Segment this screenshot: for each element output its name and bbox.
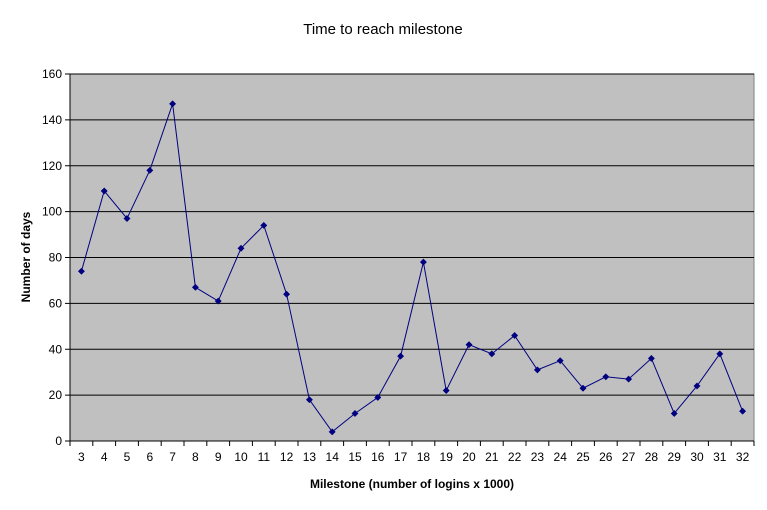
x-tick-label: 9 <box>215 450 222 464</box>
data-point <box>419 258 427 266</box>
y-tick-label: 140 <box>42 113 62 127</box>
x-tick-label: 15 <box>348 450 362 464</box>
data-point <box>237 244 245 252</box>
data-point <box>579 384 587 392</box>
x-tick-label: 18 <box>417 450 431 464</box>
x-tick-label: 4 <box>101 450 108 464</box>
x-tick-label: 24 <box>554 450 568 464</box>
data-point <box>716 350 724 358</box>
data-point <box>169 100 177 108</box>
y-tick-label: 120 <box>42 159 62 173</box>
y-tick-label: 80 <box>49 251 63 265</box>
x-tick-label: 32 <box>736 450 750 464</box>
x-tick-label: 20 <box>462 450 476 464</box>
x-tick-label: 23 <box>531 450 545 464</box>
x-tick-label: 13 <box>303 450 317 464</box>
data-point <box>260 221 268 229</box>
y-tick-label: 60 <box>49 296 63 310</box>
data-point <box>123 214 131 223</box>
data-point <box>77 267 85 275</box>
data-point <box>533 366 541 374</box>
x-axis-label: Milestone (number of logins x 1000) <box>310 477 514 491</box>
data-point <box>739 407 747 415</box>
data-point <box>625 375 633 383</box>
gridlines <box>70 73 754 396</box>
x-tick-label: 25 <box>576 450 590 464</box>
data-point <box>670 409 678 418</box>
data-point <box>146 166 154 174</box>
data-point <box>351 409 359 418</box>
data-point <box>442 386 450 395</box>
data-point <box>191 283 199 291</box>
data-point <box>602 373 610 381</box>
x-tick-label: 22 <box>508 450 522 464</box>
x-tick-label: 6 <box>146 450 153 464</box>
data-point <box>465 341 473 349</box>
data-point <box>693 382 701 390</box>
x-tick-label: 27 <box>622 450 636 464</box>
x-tick-label: 17 <box>394 450 408 464</box>
y-tick-label: 40 <box>49 342 63 356</box>
x-tick-label: 11 <box>258 450 271 464</box>
x-tick-label: 29 <box>668 450 682 464</box>
y-axis-label: Number of days <box>19 211 33 302</box>
x-tick-label: 3 <box>78 450 85 464</box>
data-point <box>214 297 222 305</box>
data-point <box>328 428 336 436</box>
x-tick-label: 12 <box>280 450 294 464</box>
x-axis: 3 4 5 6 7 8 9 10 11 12 13 14 15 16 17 18 19 20 21 22 23 24 25 2… <box>69 440 755 464</box>
x-tick-label: 7 <box>169 450 176 464</box>
x-tick-label: 14 <box>326 450 340 464</box>
data-point <box>374 393 382 401</box>
x-tick-label: 10 <box>234 450 248 464</box>
x-tick-label: 8 <box>192 450 199 464</box>
data-point <box>100 187 108 195</box>
y-tick-label: 160 <box>42 67 62 81</box>
y-axis: 0 20 40 60 80 100 120 140 160 <box>42 67 71 448</box>
x-tick-label: 26 <box>599 450 613 464</box>
x-tick-label: 16 <box>371 450 385 464</box>
data-point <box>556 357 564 365</box>
y-tick-label: 100 <box>42 205 62 219</box>
x-tick-label: 30 <box>690 450 704 464</box>
data-point <box>488 350 496 358</box>
data-point <box>305 396 313 404</box>
x-tick-label: 19 <box>440 450 454 464</box>
y-tick-label: 20 <box>49 388 63 402</box>
series-group <box>77 100 747 436</box>
x-tick-label: 28 <box>645 450 659 464</box>
x-tick-label: 21 <box>485 450 499 464</box>
chart-title: Time to reach milestone <box>303 21 463 38</box>
y-tick-label: 0 <box>55 434 62 448</box>
data-point <box>647 354 655 362</box>
x-tick-label: 31 <box>713 450 727 464</box>
series-line <box>80 103 744 433</box>
data-point <box>511 331 519 340</box>
data-point <box>283 290 291 298</box>
data-point <box>397 352 405 360</box>
x-tick-label: 5 <box>124 450 131 464</box>
